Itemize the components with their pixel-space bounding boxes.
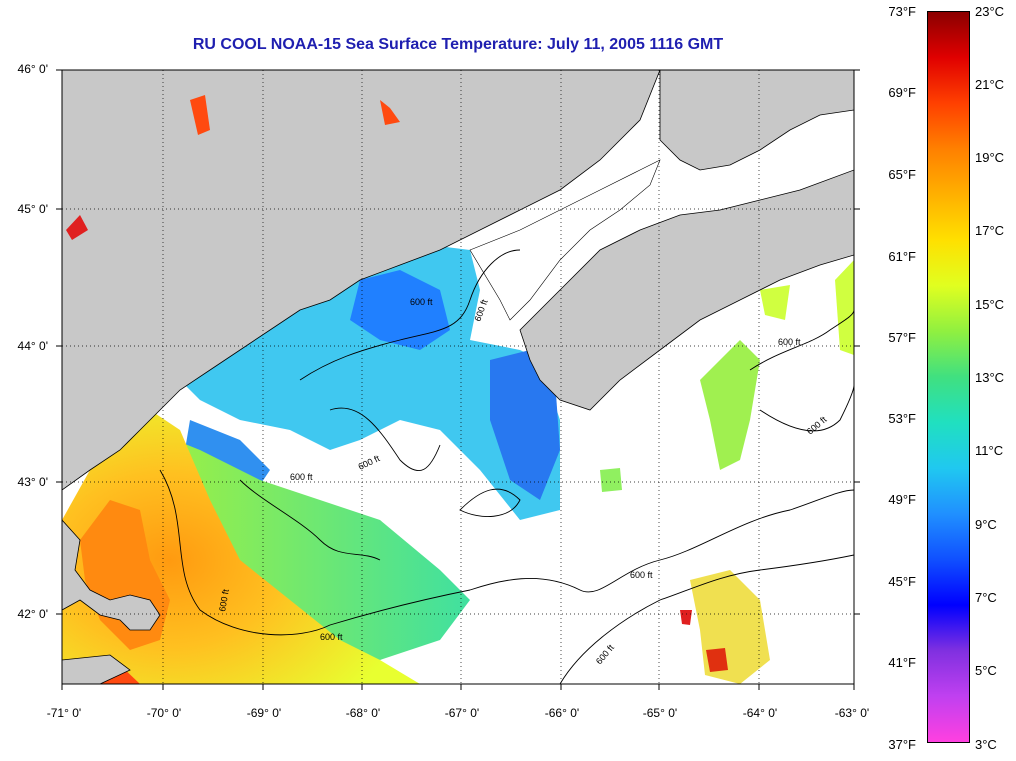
colorbar-c-19: 19°C — [975, 150, 1005, 165]
colorbar-f-73: 73°F — [888, 4, 916, 19]
contour-label: 600 ft — [778, 337, 801, 347]
colorbar-c-7: 7°C — [975, 590, 997, 605]
lat-label-43: 43° 0' — [17, 475, 48, 489]
depth-contour — [159, 469, 471, 636]
lon-label-68: -68° 0' — [345, 706, 381, 720]
colorbar-c-3: 3°C — [975, 737, 997, 752]
lon-label-71: -71° 0' — [46, 706, 82, 720]
land-cape-cod — [62, 519, 161, 631]
map-frame — [61, 69, 855, 685]
land-nova-scotia — [519, 169, 854, 411]
lon-label-67: -67° 0' — [444, 706, 480, 720]
lon-label-66: -66° 0' — [544, 706, 580, 720]
colorbar-c-23: 23°C — [975, 4, 1005, 19]
lon-label-65: -65° 0' — [642, 706, 678, 720]
contour-label: 600 ft — [410, 297, 433, 307]
depth-contour — [459, 488, 521, 517]
lon-label-63: -63° 0' — [834, 706, 870, 720]
colorbar-f-57: 57°F — [888, 330, 916, 345]
depth-contour — [239, 479, 381, 561]
land-islands — [62, 654, 131, 684]
colorbar-c-5: 5°C — [975, 663, 997, 678]
colorbar-f-37: 37°F — [888, 737, 916, 752]
colorbar-f-69: 69°F — [888, 85, 916, 100]
map-title: RU COOL NOAA-15 Sea Surface Temperature:… — [192, 36, 724, 53]
lon-label-70: -70° 0' — [146, 706, 182, 720]
depth-contour — [469, 489, 854, 593]
depth-contour — [559, 554, 854, 684]
lake-spot — [380, 100, 400, 125]
colorbar-f-65: 65°F — [888, 167, 916, 182]
lon-label-64: -64° 0' — [742, 706, 778, 720]
depth-contour — [329, 407, 441, 472]
depth-contour — [299, 249, 521, 381]
colorbar-c-21: 21°C — [975, 77, 1005, 92]
colorbar-f-53: 53°F — [888, 411, 916, 426]
scotian-patch — [835, 260, 854, 355]
lake-spot — [66, 215, 88, 240]
colorbar-c-13: 13°C — [975, 370, 1005, 385]
depth-contour — [749, 309, 854, 371]
bay-of-fundy — [469, 159, 661, 321]
deep-cold-patch — [490, 350, 560, 500]
contour-label: 600 ft — [290, 472, 313, 482]
scotian-patch — [700, 340, 760, 470]
lat-label-45: 45° 0' — [17, 202, 48, 216]
lat-label-46: 46° 0' — [17, 62, 48, 76]
lon-label-69: -69° 0' — [246, 706, 282, 720]
mid-water — [150, 430, 470, 660]
depth-contour — [759, 384, 854, 432]
colorbar-c-17: 17°C — [975, 223, 1005, 238]
hot-spot — [706, 648, 728, 672]
contour-label: 600 ft — [630, 570, 653, 580]
lat-label-44: 44° 0' — [17, 339, 48, 353]
temperature-colorbar — [927, 11, 970, 743]
scotian-patch — [600, 468, 622, 492]
land-mainland — [62, 70, 661, 491]
colorbar-f-41: 41°F — [888, 655, 916, 670]
colorbar-c-9: 9°C — [975, 517, 997, 532]
colorbar-f-49: 49°F — [888, 492, 916, 507]
scotian-patch — [760, 285, 790, 320]
deep-cold-patch — [350, 270, 450, 350]
colorbar-c-11: 11°C — [975, 443, 1004, 458]
lake-spot — [190, 95, 210, 135]
colorbar-c-15: 15°C — [975, 297, 1005, 312]
land-north — [659, 70, 854, 171]
contour-label: 600 ft — [320, 632, 343, 642]
colorbar-f-61: 61°F — [888, 249, 916, 264]
contour-label: 600 ft — [217, 588, 231, 612]
colorbar-f-45: 45°F — [888, 574, 916, 589]
lat-label-42: 42° 0' — [17, 607, 48, 621]
